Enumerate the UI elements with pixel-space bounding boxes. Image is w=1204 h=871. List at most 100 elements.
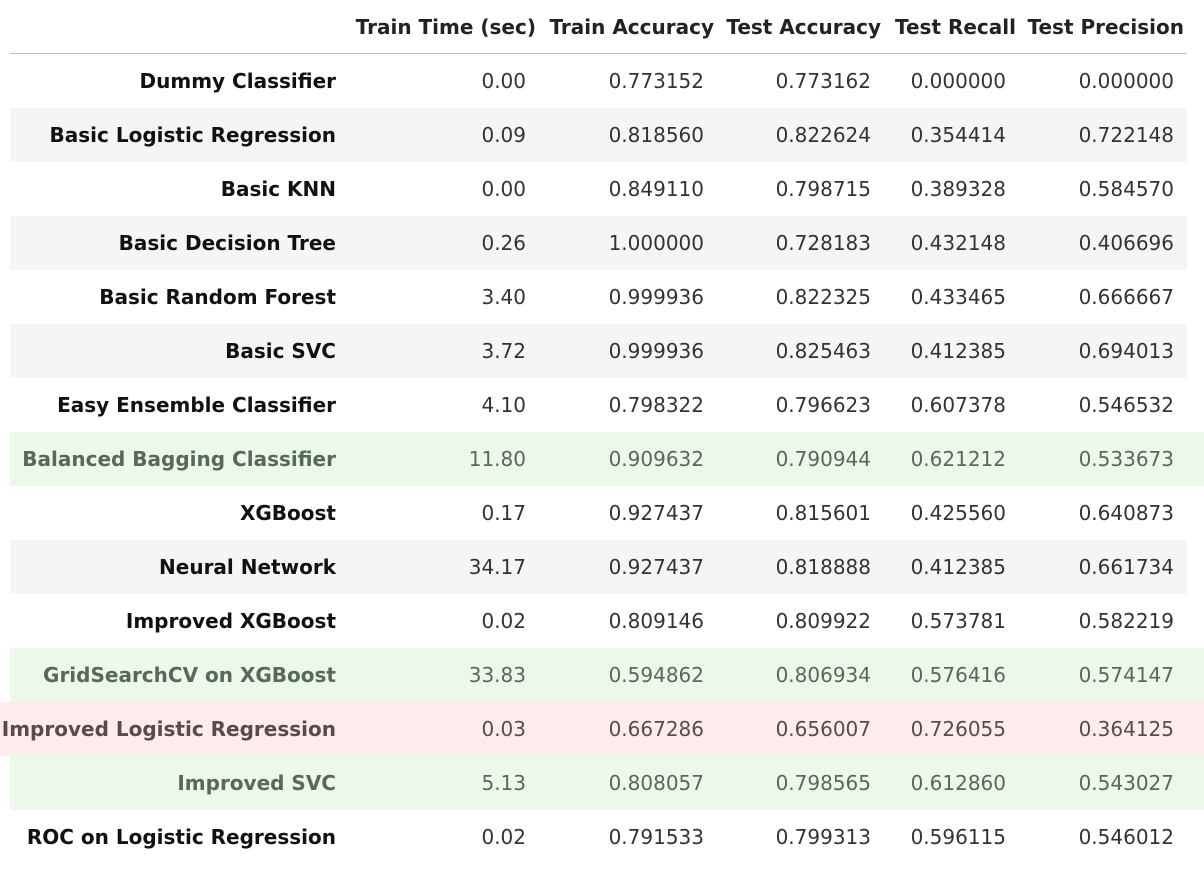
table-cell: 0.791533 bbox=[608, 825, 704, 849]
table-cell: 3.40 bbox=[481, 285, 526, 309]
table-cell: 0.582219 bbox=[1078, 609, 1174, 633]
table-cell: 0.799313 bbox=[775, 825, 871, 849]
table-cell: 0.573781 bbox=[910, 609, 1006, 633]
table-cell: 0.798322 bbox=[608, 393, 704, 417]
table-cell: 0.621212 bbox=[910, 447, 1006, 471]
table-row: Balanced Bagging Classifier 11.80 0.909632… bbox=[10, 432, 1204, 486]
table-row: Basic KNN 0.00 0.849110 0.798715 0.389328 0.5… bbox=[10, 162, 1187, 216]
row-label: GridSearchCV on XGBoost bbox=[43, 663, 336, 687]
table-cell: 0.00 bbox=[481, 177, 526, 201]
row-label: Basic KNN bbox=[220, 177, 336, 201]
table-cell: 0.594862 bbox=[608, 663, 704, 687]
table-cell: 0.656007 bbox=[775, 717, 871, 741]
table-cell: 0.00 bbox=[481, 69, 526, 93]
table-cell: 0.822624 bbox=[775, 123, 871, 147]
table-row: Basic Random Forest 3.40 0.999936 0.822325 0… bbox=[10, 270, 1187, 324]
table-cell: 0.425560 bbox=[910, 501, 1006, 525]
table-cell: 3.72 bbox=[481, 339, 526, 363]
row-label: Easy Ensemble Classifier bbox=[57, 393, 336, 417]
table-cell: 0.546532 bbox=[1078, 393, 1174, 417]
table-cell: 0.000000 bbox=[910, 69, 1006, 93]
table-cell: 0.927437 bbox=[608, 555, 704, 579]
row-label: Basic Random Forest bbox=[99, 285, 336, 309]
table-cell: 0.533673 bbox=[1078, 447, 1174, 471]
table-cell: 0.26 bbox=[481, 231, 526, 255]
table-cell: 0.584570 bbox=[1078, 177, 1174, 201]
table-cell: 0.546012 bbox=[1078, 825, 1174, 849]
row-label: Basic Decision Tree bbox=[118, 231, 336, 255]
row-label: Balanced Bagging Classifier bbox=[22, 447, 336, 471]
table-cell: 0.607378 bbox=[910, 393, 1006, 417]
table-cell: 0.364125 bbox=[1078, 717, 1174, 741]
table-cell: 0.389328 bbox=[910, 177, 1006, 201]
table-cell: 0.03 bbox=[481, 717, 526, 741]
row-label: Improved Logistic Regression bbox=[1, 717, 336, 741]
table-cell: 0.809146 bbox=[608, 609, 704, 633]
table-cell: 0.02 bbox=[481, 609, 526, 633]
table-header: Train Time (sec) Train Accuracy Test Acc… bbox=[10, 0, 1187, 54]
table-cell: 0.661734 bbox=[1078, 555, 1174, 579]
table-cell: 0.909632 bbox=[608, 447, 704, 471]
table-cell: 0.17 bbox=[481, 501, 526, 525]
table-cell: 0.574147 bbox=[1078, 663, 1174, 687]
column-header-train-time: Train Time (sec) bbox=[355, 14, 536, 39]
column-header-test-recall: Test Recall bbox=[894, 14, 1016, 39]
table-cell: 0.694013 bbox=[1078, 339, 1174, 363]
table-cell: 0.433465 bbox=[910, 285, 1006, 309]
table-cell: 0.412385 bbox=[910, 555, 1006, 579]
table-cell: 0.726055 bbox=[910, 717, 1006, 741]
table-cell: 0.09 bbox=[481, 123, 526, 147]
table-cell: 34.17 bbox=[468, 555, 526, 579]
table-row: Dummy Classifier 0.00 0.773152 0.773162 0.00… bbox=[10, 54, 1187, 108]
table-cell: 0.798565 bbox=[775, 771, 871, 795]
table-cell: 0.825463 bbox=[775, 339, 871, 363]
table-cell: 0.667286 bbox=[608, 717, 704, 741]
row-label: ROC on Logistic Regression bbox=[26, 825, 336, 849]
row-label: Basic Logistic Regression bbox=[49, 123, 336, 147]
table-cell: 0.773162 bbox=[775, 69, 871, 93]
table-cell: 0.999936 bbox=[608, 339, 704, 363]
row-label: Dummy Classifier bbox=[139, 69, 336, 93]
table-cell: 0.849110 bbox=[608, 177, 704, 201]
table-cell: 0.406696 bbox=[1078, 231, 1174, 255]
table-row: GridSearchCV on XGBoost 33.83 0.594862 0.80… bbox=[10, 648, 1204, 702]
table-cell: 0.818560 bbox=[608, 123, 704, 147]
table-cell: 0.773152 bbox=[608, 69, 704, 93]
table-cell: 0.596115 bbox=[910, 825, 1006, 849]
table-cell: 0.432148 bbox=[910, 231, 1006, 255]
table-cell: 0.666667 bbox=[1078, 285, 1174, 309]
table-cell: 0.809922 bbox=[775, 609, 871, 633]
row-label: Improved XGBoost bbox=[125, 609, 336, 633]
table-cell: 0.412385 bbox=[910, 339, 1006, 363]
table-cell: 0.576416 bbox=[910, 663, 1006, 687]
table-row: Improved Logistic Regression 0.03 0.667286… bbox=[0, 702, 1204, 756]
table-cell: 0.728183 bbox=[775, 231, 871, 255]
row-label: Basic SVC bbox=[225, 339, 336, 363]
table-cell: 33.83 bbox=[468, 663, 526, 687]
column-header-test-precision: Test Precision bbox=[1027, 14, 1184, 39]
table-cell: 1.000000 bbox=[608, 231, 704, 255]
row-label: Improved SVC bbox=[177, 771, 336, 795]
table-row: Basic Logistic Regression 0.09 0.818560 0.8… bbox=[10, 108, 1187, 162]
table-cell: 11.80 bbox=[468, 447, 526, 471]
table-cell: 4.10 bbox=[481, 393, 526, 417]
column-header-train-accuracy: Train Accuracy bbox=[549, 14, 714, 39]
table-cell: 0.798715 bbox=[775, 177, 871, 201]
row-label: Neural Network bbox=[159, 555, 336, 579]
table-cell: 0.818888 bbox=[775, 555, 871, 579]
table-cell: 0.796623 bbox=[775, 393, 871, 417]
table-cell: 0.640873 bbox=[1078, 501, 1174, 525]
table-cell: 0.354414 bbox=[910, 123, 1006, 147]
table-cell: 5.13 bbox=[481, 771, 526, 795]
table-cell: 0.790944 bbox=[775, 447, 871, 471]
table-cell: 0.000000 bbox=[1078, 69, 1174, 93]
table-row: XGBoost 0.17 0.927437 0.815601 0.425560 0.640… bbox=[10, 486, 1187, 540]
table-cell: 0.815601 bbox=[775, 501, 871, 525]
table-cell: 0.806934 bbox=[775, 663, 871, 687]
table-row: Basic Decision Tree 0.26 1.000000 0.728183 0… bbox=[10, 216, 1187, 270]
table-cell: 0.927437 bbox=[608, 501, 704, 525]
table-row: Basic SVC 3.72 0.999936 0.825463 0.412385 0.6… bbox=[10, 324, 1187, 378]
table-cell: 0.999936 bbox=[608, 285, 704, 309]
table-cell: 0.808057 bbox=[608, 771, 704, 795]
table-row: Neural Network 34.17 0.927437 0.818888 0.412… bbox=[10, 540, 1187, 594]
